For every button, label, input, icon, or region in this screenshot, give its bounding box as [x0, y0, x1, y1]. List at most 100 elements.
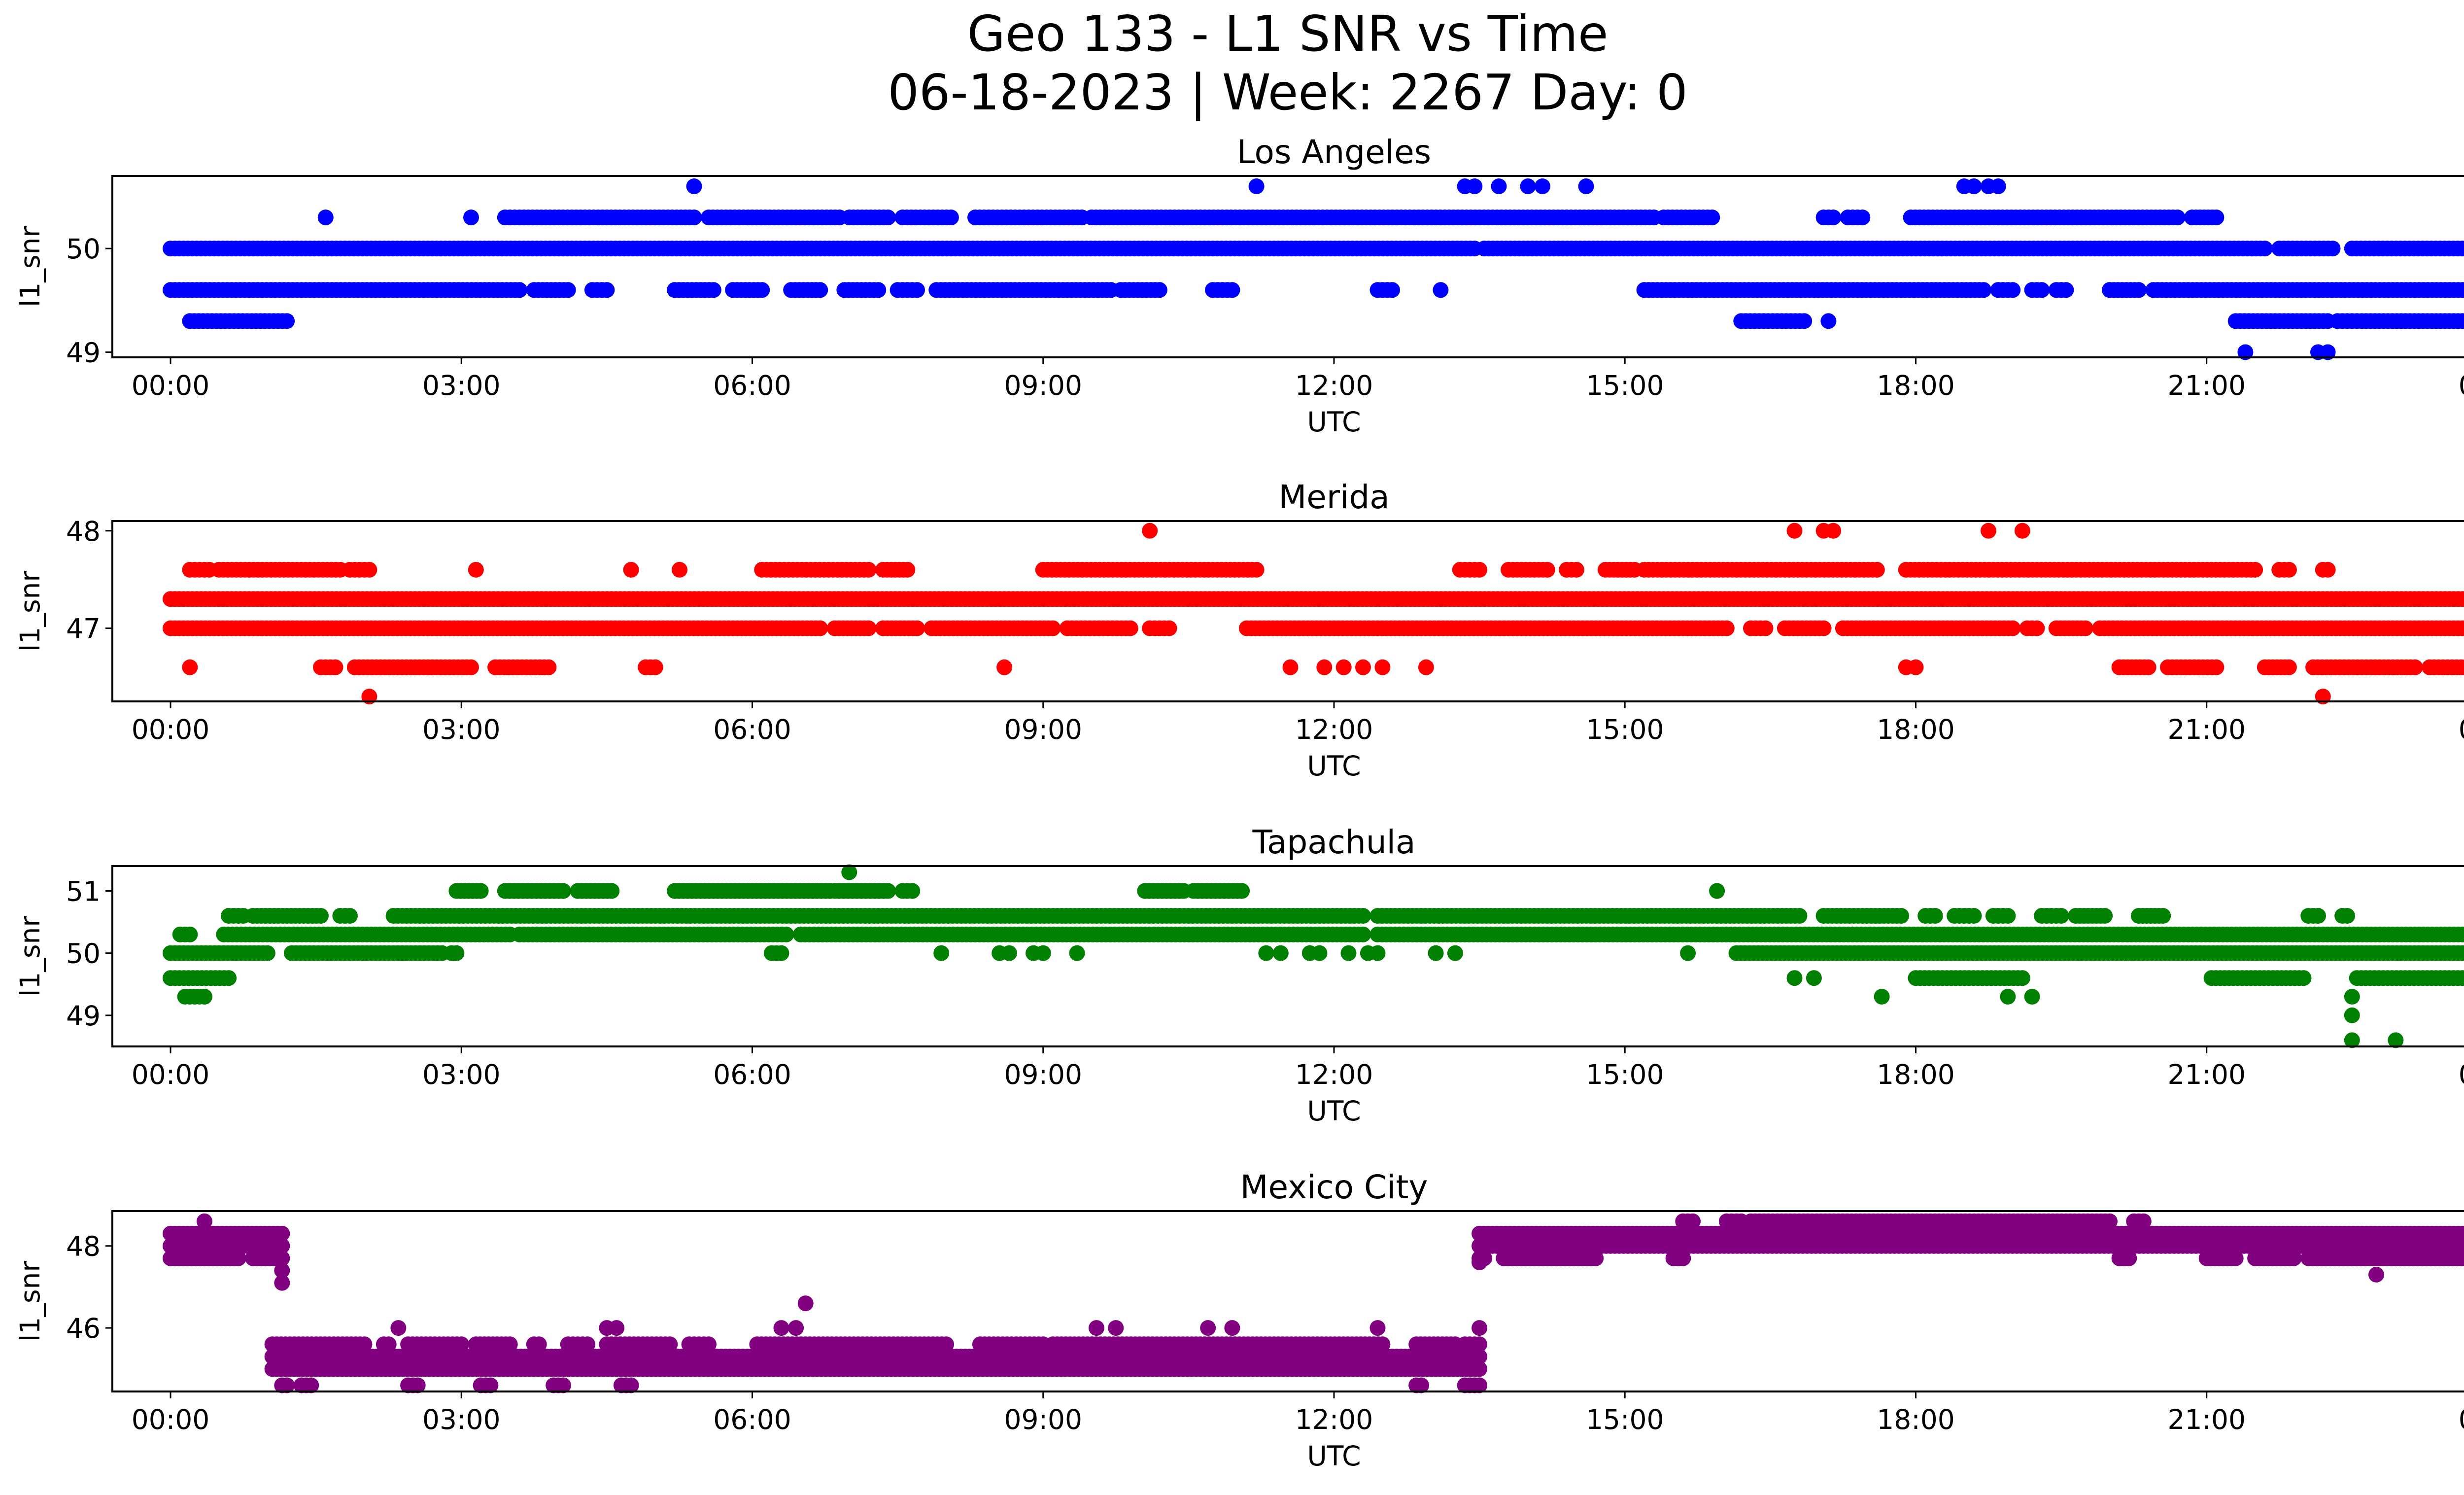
data-point	[1539, 561, 1555, 578]
data-point	[2208, 209, 2224, 226]
data-point	[1224, 282, 1240, 298]
data-point	[1815, 620, 1832, 636]
data-point	[933, 945, 950, 961]
x-tick-label: 06:00	[713, 370, 791, 401]
data-point	[1355, 926, 1371, 942]
data-point	[773, 945, 789, 961]
x-axis-label: UTC	[1307, 750, 1361, 782]
data-point	[1786, 970, 1803, 986]
data-point	[1472, 561, 1488, 578]
data-point	[754, 282, 770, 298]
data-point	[1248, 561, 1265, 578]
data-point	[2034, 282, 2050, 298]
data-point	[221, 970, 237, 986]
data-point	[1966, 178, 1982, 194]
subplot-title: Mexico City	[1240, 1168, 1428, 1206]
data-point	[2000, 989, 2016, 1005]
data-point	[196, 989, 212, 1005]
y-tick-label: 50	[66, 938, 101, 970]
data-point	[647, 659, 663, 675]
scatter-series	[163, 522, 2464, 705]
data-point	[672, 561, 687, 578]
data-point	[2325, 241, 2341, 257]
y-tick-label: 49	[66, 337, 101, 368]
data-point	[2339, 908, 2355, 924]
x-tick-label: 09:00	[1004, 370, 1083, 401]
data-point	[2208, 659, 2224, 675]
y-tick-label: 50	[66, 233, 101, 265]
data-point	[1418, 659, 1434, 675]
data-point	[1704, 209, 1720, 226]
data-point	[1908, 659, 1924, 675]
data-point	[1335, 659, 1352, 675]
data-point	[1272, 945, 1289, 961]
data-point	[1069, 945, 1085, 961]
data-point	[2407, 659, 2423, 675]
x-tick-label: 15:00	[1586, 370, 1664, 401]
x-tick-label: 06:00	[713, 1059, 791, 1090]
subplot-title: Merida	[1278, 478, 1389, 516]
data-point	[1718, 620, 1735, 636]
data-point	[2058, 282, 2074, 298]
data-point	[361, 561, 377, 578]
x-tick-label: 00:00	[2459, 370, 2464, 401]
data-point	[1447, 945, 1463, 961]
x-axis-label: UTC	[1307, 1095, 1361, 1127]
data-point	[1340, 945, 1357, 961]
data-point	[1578, 178, 1594, 194]
x-tick-label: 09:00	[1004, 1059, 1083, 1090]
data-point	[1796, 313, 1813, 329]
data-point	[1874, 989, 1890, 1005]
data-point	[1311, 945, 1328, 961]
data-point	[2295, 970, 2312, 986]
subplot-title: Tapachula	[1252, 823, 1416, 861]
data-point	[1161, 620, 1177, 636]
data-point	[1893, 908, 1909, 924]
data-point	[555, 883, 571, 899]
data-point	[909, 282, 925, 298]
subplot-title: Los Angeles	[1237, 133, 1431, 171]
data-point	[2000, 908, 2016, 924]
data-point	[812, 282, 828, 298]
y-tick-label: 47	[66, 613, 101, 645]
y-tick-label: 51	[66, 875, 101, 907]
data-point	[2097, 908, 2113, 924]
data-point	[880, 209, 896, 226]
figure-title-line-1: Geo 133 - L1 SNR vs Time	[967, 5, 1608, 63]
data-point	[2005, 282, 2021, 298]
data-point	[2155, 908, 2171, 924]
data-point	[2459, 282, 2464, 298]
data-point	[880, 883, 896, 899]
data-point	[1869, 561, 1885, 578]
data-point	[2286, 1250, 2302, 1266]
data-point	[1316, 659, 1333, 675]
data-point	[870, 282, 887, 298]
data-point	[2014, 522, 2030, 539]
data-point	[1248, 178, 1265, 194]
data-point	[182, 926, 198, 942]
data-point	[1369, 945, 1386, 961]
data-point	[1675, 1250, 1691, 1266]
data-point	[1355, 659, 1371, 675]
data-point	[1588, 1250, 1604, 1266]
x-tick-label: 06:00	[713, 714, 791, 745]
data-point	[860, 620, 877, 636]
data-point	[778, 926, 794, 942]
data-point	[943, 209, 959, 226]
x-tick-label: 21:00	[2167, 1059, 2246, 1090]
data-point	[1142, 522, 1158, 539]
data-point	[463, 659, 479, 675]
x-tick-label: 15:00	[1586, 714, 1664, 745]
data-point	[1685, 1213, 1701, 1229]
y-tick-label: 49	[66, 1000, 101, 1032]
data-point	[1786, 522, 1803, 539]
data-point	[1374, 659, 1391, 675]
data-point	[1355, 908, 1371, 924]
data-point	[623, 561, 639, 578]
data-point	[1258, 945, 1274, 961]
data-point	[182, 659, 198, 675]
